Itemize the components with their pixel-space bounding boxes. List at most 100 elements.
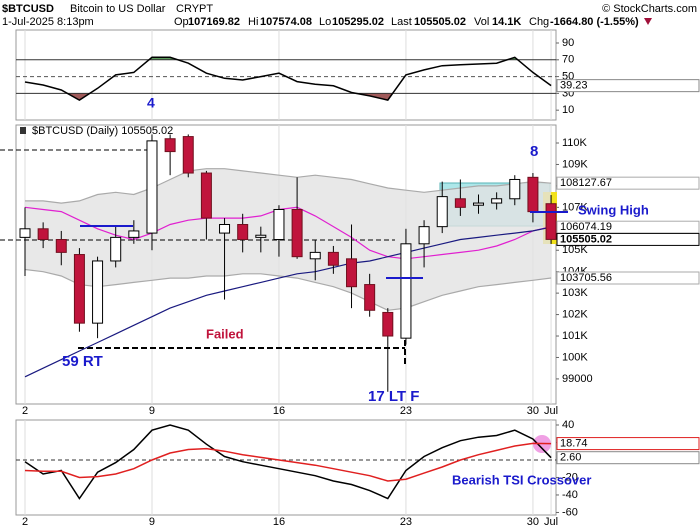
series-line — [24, 424, 552, 500]
y-tick-label: -40 — [562, 489, 578, 501]
last-value-label: 105505.02 — [560, 233, 612, 245]
stat-value: 14.1K — [492, 16, 521, 28]
y-tick-label: 70 — [562, 54, 574, 66]
y-tick-label: 107K — [562, 201, 588, 213]
last-value-box — [556, 271, 700, 285]
legend-icon — [20, 127, 26, 134]
candle-body — [382, 311, 394, 337]
y-tick-label: 40 — [562, 419, 574, 431]
y-tick-label: 102K — [562, 308, 588, 320]
stat-label: Lo — [319, 16, 331, 28]
candle-body — [110, 236, 122, 262]
x-tick-label: 16 — [273, 405, 285, 417]
annotation: 59 RT — [62, 353, 103, 370]
y-tick-label: 105K — [562, 244, 588, 256]
candle-body — [436, 196, 448, 228]
last-value-box — [556, 232, 700, 246]
stat-value: 105505.02 — [414, 16, 466, 28]
candle-body — [527, 176, 539, 213]
candle-body — [255, 234, 267, 238]
candle-body — [146, 140, 158, 234]
x-tick-label: 2 — [22, 516, 28, 528]
series-line — [24, 442, 552, 482]
overlay-line — [24, 268, 552, 311]
candle-body — [73, 254, 85, 324]
candle-body — [128, 230, 140, 238]
annotation: 17 LT F — [368, 388, 419, 405]
annotation: Swing High — [578, 202, 649, 217]
x-tick-label: 9 — [149, 405, 155, 417]
panel-frame — [15, 29, 557, 121]
stat-value: 107169.82 — [188, 16, 240, 28]
last-value-label: 108127.67 — [560, 177, 612, 189]
x-tick-label: 23 — [400, 516, 412, 528]
candle-body — [219, 224, 231, 234]
candle-body — [92, 260, 104, 324]
y-tick-label: 110K — [562, 137, 588, 149]
overlay-line — [24, 226, 552, 378]
x-tick-label: 30 — [527, 405, 539, 417]
stat-label: Vol — [474, 16, 489, 28]
candle-body — [509, 178, 521, 200]
stat-value: 105295.02 — [332, 16, 384, 28]
last-value-label: 103705.56 — [560, 272, 612, 284]
x-tick-label: 23 — [400, 405, 412, 417]
last-value-box — [556, 437, 700, 451]
annotation: 8 — [530, 143, 538, 160]
candle-body — [200, 172, 212, 219]
x-tick-label: 30 — [527, 516, 539, 528]
oversold-fill — [25, 93, 552, 101]
candle-body — [400, 243, 412, 339]
candle-body — [182, 136, 194, 174]
y-tick-label: 109K — [562, 158, 588, 170]
candle-body — [491, 198, 503, 204]
candle-body — [473, 202, 484, 206]
stat-value: -1664.80 (-1.55%) — [550, 16, 639, 28]
candle-body — [309, 251, 321, 260]
series-line — [24, 56, 552, 101]
candle-body — [19, 228, 31, 238]
candle-body — [273, 208, 285, 241]
x-tick-label: 2 — [22, 405, 28, 417]
stat-label: Hi — [248, 16, 258, 28]
y-tick-label: 101K — [562, 330, 588, 342]
last-value-box — [556, 176, 700, 190]
candle-body — [418, 226, 430, 245]
y-tick-label: 100K — [562, 351, 588, 363]
annotation: Bearish TSI Crossover — [452, 472, 591, 487]
candle-body — [545, 203, 557, 240]
x-tick-label: Jul — [544, 405, 558, 417]
x-tick-label: Jul — [544, 516, 558, 528]
candle-body — [55, 239, 67, 253]
last-value-label: 2.60 — [560, 452, 581, 464]
stat-value: 107574.08 — [260, 16, 312, 28]
last-value-box — [556, 79, 700, 93]
last-value-box — [556, 451, 700, 465]
last-value-label: 39.23 — [560, 80, 588, 92]
stat-label: Last — [391, 16, 412, 28]
candle-body — [291, 208, 303, 258]
y-tick-label: -60 — [562, 506, 578, 518]
copyright: © StockCharts.com — [602, 3, 697, 15]
stat-label: Chg — [529, 16, 549, 28]
stat-label: Op — [174, 16, 189, 28]
symbol: $BTCUSD — [2, 3, 54, 15]
candle-body — [37, 228, 49, 241]
y-tick-label: 10 — [562, 104, 574, 116]
x-tick-label: 9 — [149, 516, 155, 528]
legend: $BTCUSD (Daily) 105505.02 — [32, 125, 173, 137]
exchange: CRYPT — [176, 3, 213, 15]
overlay-line — [24, 206, 552, 260]
symbol-name: Bitcoin to US Dollar — [70, 3, 166, 15]
y-tick-label: 103K — [562, 287, 588, 299]
failed-line — [78, 340, 406, 364]
x-tick-label: 16 — [273, 516, 285, 528]
y-tick-label: 99000 — [562, 373, 593, 385]
y-tick-label: -20 — [562, 471, 578, 483]
candle-body — [327, 251, 339, 266]
annotation: Failed — [206, 326, 244, 341]
last-value-label: 18.74 — [560, 437, 588, 449]
candle-body — [364, 284, 376, 311]
last-value-label: 106074.19 — [560, 221, 612, 233]
